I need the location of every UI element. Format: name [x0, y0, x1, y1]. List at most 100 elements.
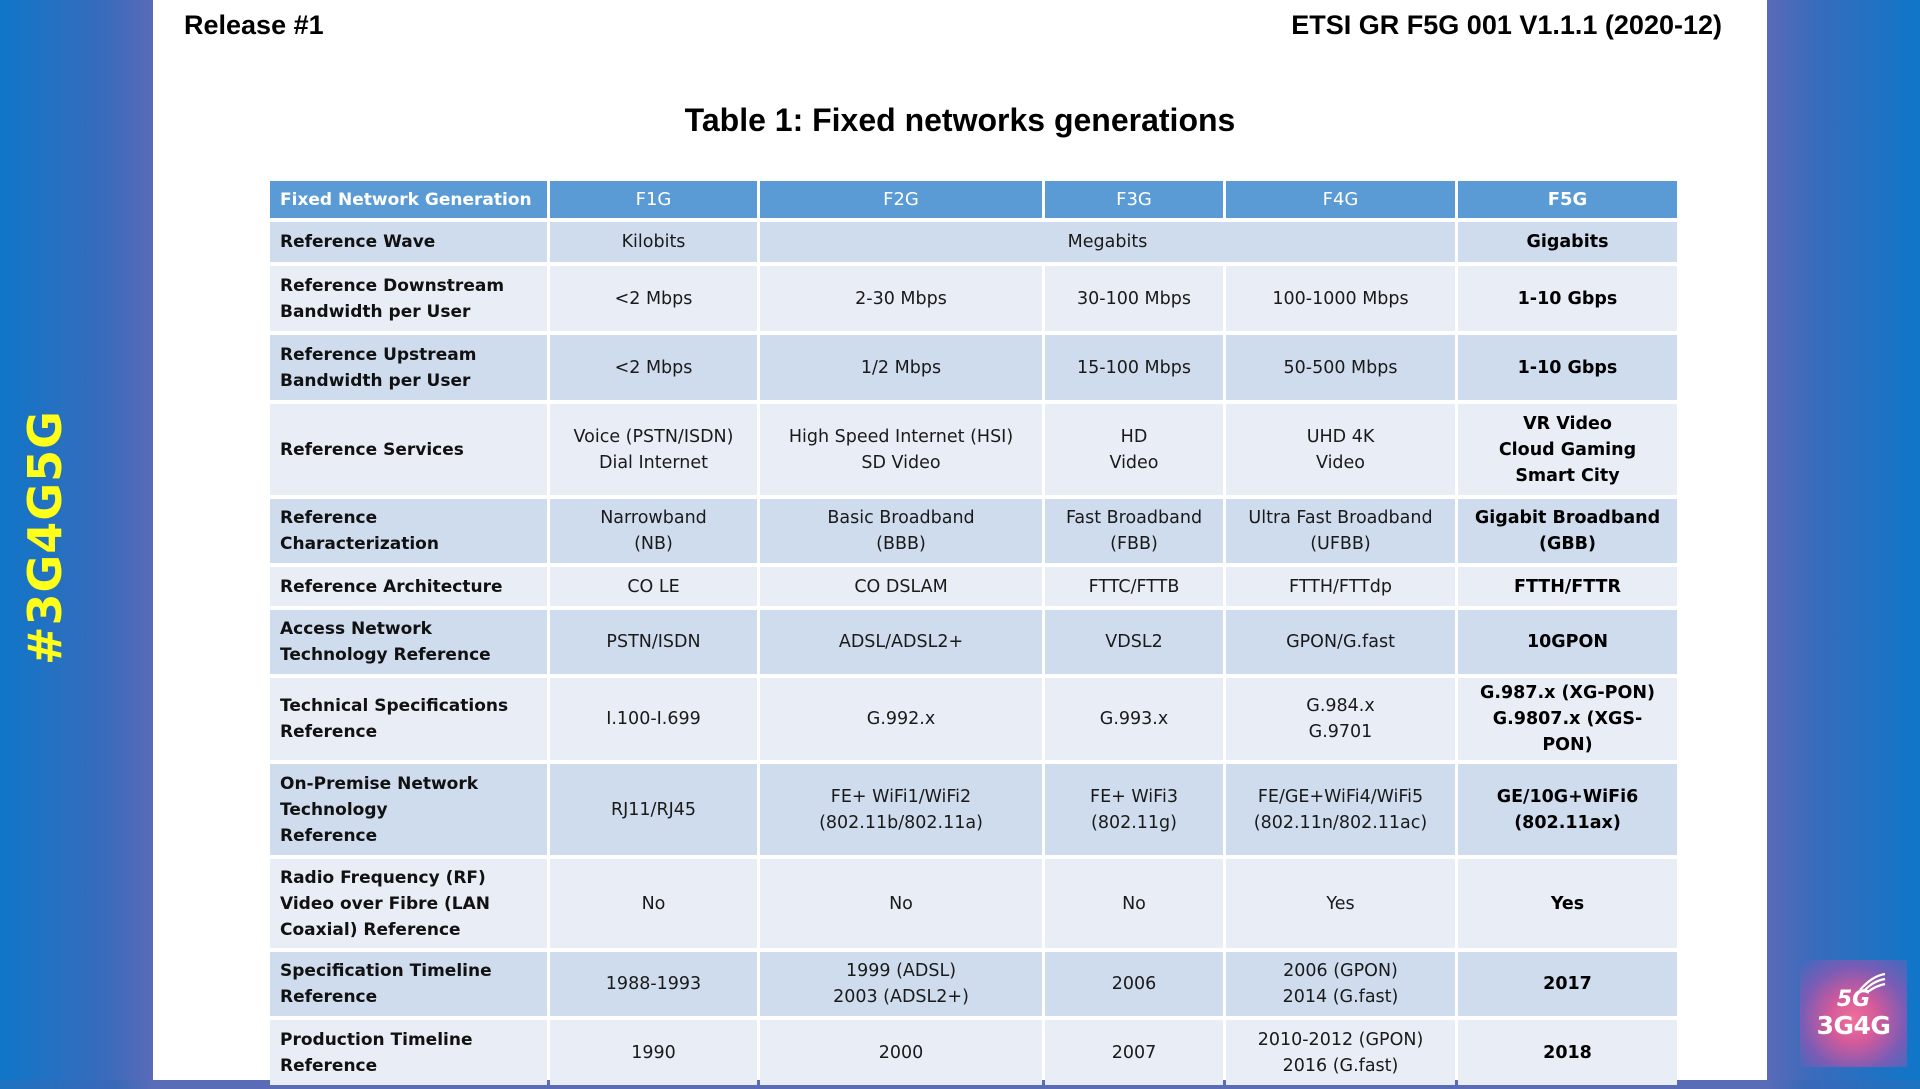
cell-line: I.100-I.699 [606, 709, 701, 729]
cell-line: G.984.x [1306, 696, 1375, 716]
cell-line: Yes [1326, 893, 1355, 914]
row-label-line: Reference Wave [280, 232, 436, 252]
table-cell: 1988-1993 [550, 952, 757, 1016]
cell-line: VDSL2 [1105, 632, 1163, 652]
cell-line: G.993.x [1099, 709, 1169, 729]
table-cell: 1-10 Gbps [1458, 335, 1677, 400]
hashtag-label: #3G4G5G [18, 410, 72, 665]
signal-waves-icon [1859, 972, 1886, 992]
table-cell: UHD 4K Video [1226, 404, 1455, 495]
table-row: Reference Architecture CO LE CO DSLAM FTTC/… [270, 567, 1677, 606]
cell-line: Voice (PSTN/ISDN) [573, 426, 734, 447]
table-cell: FTTH/FTTdp [1226, 567, 1455, 606]
table-cell: G.993.x [1045, 678, 1223, 760]
cell-line: 1-10 Gbps [1517, 288, 1618, 309]
table-cell: Ultra Fast Broadband (UFBB) [1226, 499, 1455, 563]
cell-line: Cloud Gaming [1498, 439, 1637, 460]
cell-line: 15-100 Mbps [1077, 357, 1191, 378]
cell-line: FE+ WiFi3 [1090, 786, 1178, 807]
cell-line: VR Video [1523, 413, 1612, 434]
cell-line: 1-10 Gbps [1517, 357, 1618, 378]
release-label: Release #1 [184, 10, 324, 40]
cell-line: HD [1120, 426, 1148, 447]
logo-5g-text: 5G [1836, 987, 1871, 1012]
table-cell: VDSL2 [1045, 610, 1223, 674]
column-header: F3G [1045, 181, 1223, 218]
row-label: Radio Frequency (RF) Video over Fibre (LA… [270, 859, 547, 948]
row-label: Specification Timeline Reference [270, 952, 547, 1016]
table-cell: <2 Mbps [550, 335, 757, 400]
table-cell: 2006 [1045, 952, 1223, 1016]
table-cell: 2000 [760, 1020, 1042, 1085]
cell-line: FE+ WiFi1/WiFi2 [830, 786, 972, 807]
table-header-row: Fixed Network Generation F1G F2G F3G F4G… [270, 181, 1677, 218]
cell-line: 30-100 Mbps [1077, 288, 1191, 309]
row-label-line: Reference [280, 987, 378, 1007]
table-cell: No [760, 859, 1042, 948]
row-label-line: Reference Characterization [280, 508, 439, 554]
row-label-line: Specification Timeline [280, 961, 492, 981]
document-page: Release #1 ETSI GR F5G 001 V1.1.1 (2020-… [153, 0, 1767, 1085]
table-row: Specification Timeline Reference 1988-1993… [270, 952, 1677, 1016]
cell-line: (GBB) [1538, 534, 1597, 554]
table-cell: CO LE [550, 567, 757, 606]
table-cell: Gigabit Broadband (GBB) [1458, 499, 1677, 563]
table-cell: GPON/G.fast [1226, 610, 1455, 674]
table-cell: Gigabits [1458, 222, 1677, 262]
table-cell: FE+ WiFi3 (802.11g) [1045, 764, 1223, 855]
column-header: F5G [1458, 181, 1677, 218]
row-label-line: Reference Architecture [280, 576, 503, 597]
column-header: Fixed Network Generation [270, 181, 547, 218]
cell-line: FTTC/FTTB [1088, 576, 1180, 597]
cell-line: 1/2 Mbps [860, 357, 942, 378]
table-title: Table 1: Fixed networks generations [684, 102, 1236, 138]
fixed-network-generations-table: Fixed Network Generation F1G F2G F3G F4G… [267, 177, 1680, 1089]
cell-line: (802.11ax) [1514, 812, 1621, 833]
table-cell: FE/GE+WiFi4/WiFi5 (802.11n/802.11ac) [1226, 764, 1455, 855]
table-cell: 10GPON [1458, 610, 1677, 674]
row-label: Reference Architecture [270, 567, 547, 606]
table-cell: GE/10G+WiFi6 (802.11ax) [1458, 764, 1677, 855]
table-cell: <2 Mbps [550, 266, 757, 331]
cell-line: 2017 [1543, 974, 1592, 994]
row-label: Reference Services [270, 404, 547, 495]
cell-line: 100-1000 Mbps [1272, 288, 1409, 309]
row-label: Production Timeline Reference [270, 1020, 547, 1085]
cell-line: 2006 [1111, 974, 1157, 994]
table-cell: 2017 [1458, 952, 1677, 1016]
table-row: Reference Characterization Narrowband (NB)… [270, 499, 1677, 563]
table-cell: 100-1000 Mbps [1226, 266, 1455, 331]
cell-line: FE/GE+WiFi4/WiFi5 [1257, 786, 1424, 807]
cell-line: G.9807.x (XGS-PON) [1492, 709, 1643, 755]
table-row: On-Premise Network Technology Reference RJ1… [270, 764, 1677, 855]
cell-line: 2014 (G.fast) [1282, 987, 1399, 1007]
table-row: Production Timeline Reference 1990 2000 2007… [270, 1020, 1677, 1085]
table-row: Reference Downstream Bandwidth per User <2… [270, 266, 1677, 331]
table-row: Reference Services Voice (PSTN/ISDN) Dial … [270, 404, 1677, 495]
cell-line: GE/10G+WiFi6 [1496, 786, 1639, 807]
table-cell: G.984.x G.9701 [1226, 678, 1455, 760]
cell-line: Kilobits [621, 232, 686, 252]
cell-line: CO LE [627, 576, 680, 597]
row-label-line: Bandwidth per User [280, 301, 471, 322]
cell-line: (BBB) [876, 534, 926, 554]
cell-line: FTTH/FTTdp [1289, 576, 1392, 597]
cell-line: 2007 [1111, 1042, 1157, 1063]
row-label-line: Bandwidth per User [280, 370, 471, 391]
table-cell: ADSL/ADSL2+ [760, 610, 1042, 674]
row-label-line: Access Network [280, 619, 432, 639]
cell-line: (UFBB) [1310, 534, 1371, 554]
table-cell: PSTN/ISDN [550, 610, 757, 674]
cell-line: 2000 [878, 1042, 924, 1063]
cell-line: Dial Internet [599, 452, 708, 473]
cell-line: GPON/G.fast [1286, 632, 1395, 652]
cell-line: FTTH/FTTR [1514, 576, 1621, 597]
row-label: Access Network Technology Reference [270, 610, 547, 674]
table-cell: Megabits [760, 222, 1455, 262]
row-label: Reference Wave [270, 222, 547, 262]
cell-line: Smart City [1515, 465, 1620, 486]
table-cell: Basic Broadband (BBB) [760, 499, 1042, 563]
cell-line: SD Video [861, 452, 941, 473]
cell-line: RJ11/RJ45 [610, 799, 697, 820]
cell-line: Basic Broadband [827, 508, 975, 528]
